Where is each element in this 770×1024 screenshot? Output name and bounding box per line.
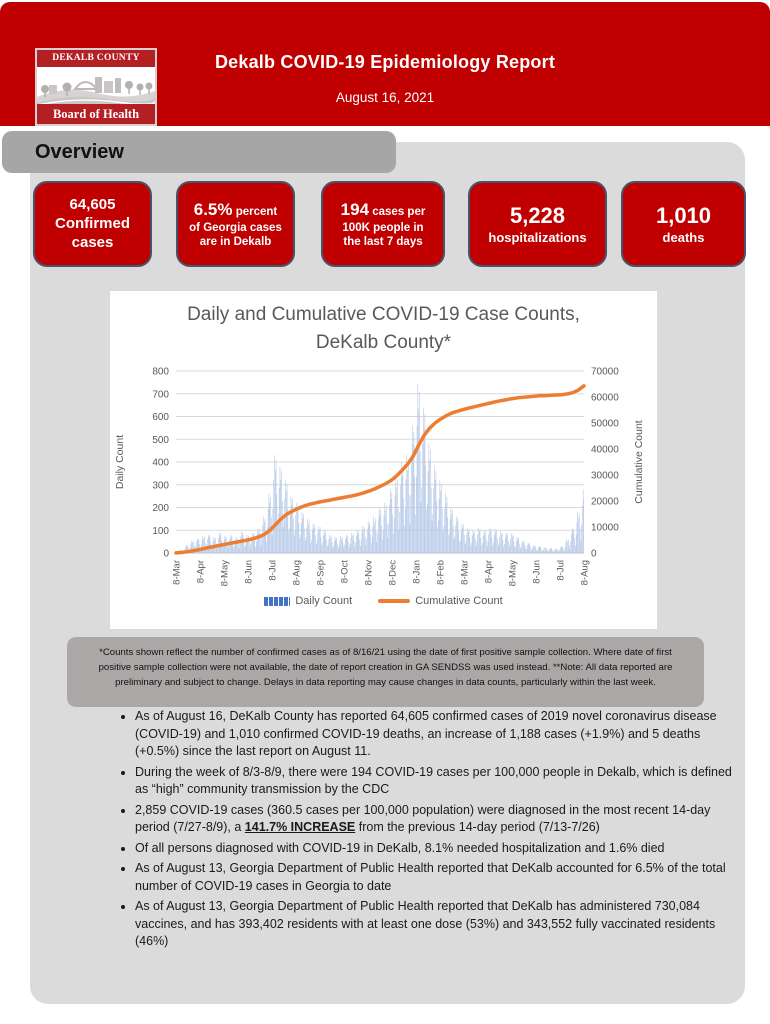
stat-label: Confirmed [55, 215, 130, 233]
cumulative-count-line [174, 384, 586, 555]
report-date: August 16, 2021 [335, 90, 435, 105]
stat-label: cases [71, 234, 114, 251]
report-title: Dekalb COVID-19 Epidemiology Report [214, 52, 556, 72]
stat-value: 6.5% [193, 199, 233, 219]
summary-bullet: As of August 16, DeKalb County has repor… [135, 708, 735, 761]
left-axis-tick: 400 [152, 458, 169, 469]
left-axis-tick: 600 [152, 412, 169, 423]
right-axis-tick: 30000 [591, 471, 619, 482]
daily-count-bars [176, 383, 584, 553]
stat-value: 194 [340, 199, 370, 219]
skyline-icon [37, 67, 155, 104]
overview-section: 64,605 Confirmed cases 6.5% percent of Georg… [30, 142, 746, 1004]
bullet-text: 2,859 COVID-19 cases (360.5 cases per 10… [135, 802, 711, 835]
overview-heading: Overview [2, 131, 396, 173]
stat-value: 1,010 [655, 203, 712, 229]
stat-card: 6.5% percent of Georgia cases are in Dekal… [176, 181, 295, 267]
daily-count-marker-icon [264, 596, 291, 606]
x-axis-tick: 8-May [508, 560, 519, 587]
summary-bullet-list: As of August 16, DeKalb County has repor… [115, 708, 735, 954]
x-axis-tick: 8-Jul [268, 560, 279, 581]
right-axis-tick: 10000 [591, 523, 619, 534]
left-axis-tick: 500 [152, 435, 169, 446]
chart-title: Daily and Cumulative COVID-19 Case Count… [187, 304, 580, 353]
summary-bullet: As of August 13, Georgia Department of P… [135, 860, 735, 895]
left-axis-title: Daily Count [114, 435, 126, 489]
bullet-text: As of August 16, DeKalb County has repor… [135, 709, 717, 758]
x-axis-tick: 8-Sep [316, 560, 327, 585]
dekalb-board-of-health-logo: DEKALB COUNTY Board of Health [35, 48, 157, 126]
right-axis-tick: 50000 [591, 419, 619, 430]
overview-heading-label: Overview [35, 141, 124, 163]
right-axis-tick: 20000 [591, 497, 619, 508]
x-axis-tick: 8-Dec [388, 560, 399, 586]
report-header: DEKALB COUNTY Board of Health Dekalb COV… [0, 2, 770, 126]
left-axis-tick: 200 [152, 503, 169, 514]
right-axis-title: Cumulative Count [633, 420, 645, 504]
x-axis-tick: 8-Jun [244, 560, 255, 584]
right-axis-tick: 0 [591, 549, 597, 560]
x-axis-tick: 8-May [220, 560, 231, 587]
legend-label-daily: Daily Count [295, 595, 353, 607]
stat-label: deaths [662, 229, 705, 245]
stat-label: percent [232, 205, 278, 218]
logo-board-of-health: Board of Health [37, 104, 155, 124]
summary-bullet: 2,859 COVID-19 cases (360.5 cases per 10… [135, 802, 735, 837]
stat-card: 194 cases per 100K people in the last 7 da… [321, 181, 445, 267]
bullet-text: Of all persons diagnosed with COVID-19 i… [135, 840, 665, 855]
bullet-text: As of August 13, Georgia Department of P… [135, 861, 726, 893]
left-axis-tick: 100 [152, 526, 169, 537]
x-axis-tick: 8-Apr [484, 560, 495, 583]
chart-legend: Daily Count Cumulative Count [110, 595, 657, 607]
chart-footnote: *Counts shown reflect the number of conf… [67, 637, 704, 707]
stat-label: 100K people in [342, 221, 424, 234]
stat-value: 64,605 [69, 196, 116, 214]
right-axis-tick: 40000 [591, 445, 619, 456]
bullet-text: from the previous 14-day period (7/13-7/… [355, 820, 600, 834]
bullet-emphasis-text: 141.7% INCREASE [244, 820, 356, 834]
chart-panel: Daily and Cumulative COVID-19 Case Count… [110, 291, 657, 629]
bullet-text: During the week of 8/3-8/9, there were 1… [135, 764, 732, 797]
left-axis-tick: 300 [152, 480, 169, 491]
right-axis-tick: 70000 [591, 367, 619, 378]
x-axis-tick: 8-Jul [556, 560, 567, 581]
left-axis-tick: 0 [163, 549, 169, 560]
stat-card: 5,228 hospitalizations [468, 181, 607, 267]
right-axis-tick: 60000 [591, 393, 619, 404]
left-axis-tick: 700 [152, 389, 169, 400]
summary-bullet: Of all persons diagnosed with COVID-19 i… [135, 840, 735, 858]
x-axis-tick: 8-Aug [580, 560, 591, 585]
stat-label: of Georgia cases [189, 221, 282, 234]
x-axis-tick: 8-Mar [460, 560, 471, 585]
x-axis-tick: 8-Aug [292, 560, 303, 585]
left-axis-tick: 800 [152, 367, 169, 378]
x-axis-tick: 8-Mar [172, 560, 183, 585]
stat-label: hospitalizations [488, 229, 587, 245]
stat-label: are in Dekalb [199, 236, 272, 248]
cumulative-count-marker-icon [378, 599, 411, 603]
logo-county-name: DEKALB COUNTY [37, 50, 155, 67]
stat-label: the last 7 days [343, 236, 423, 248]
x-axis-tick: 8-Nov [364, 560, 375, 586]
daily-cumulative-chart: 0 100 200 300 400 500 600 700 800 0 10000 20000 3000… [114, 367, 645, 587]
stat-card: 1,010 deaths [621, 181, 746, 267]
x-axis-tick: 8-Jan [412, 560, 423, 584]
summary-bullet: As of August 13, Georgia Department of P… [135, 898, 735, 951]
stat-card: 64,605 Confirmed cases [33, 181, 152, 267]
x-axis-tick: 8-Apr [196, 560, 207, 583]
x-axis-tick: 8-Oct [340, 560, 351, 584]
legend-item-cumulative: Cumulative Count [378, 595, 503, 607]
x-axis-tick: 8-Feb [436, 560, 447, 585]
x-axis-tick: 8-Jun [532, 560, 543, 584]
legend-label-cumulative: Cumulative Count [415, 595, 503, 607]
stat-label: cases per [369, 205, 426, 218]
legend-item-daily: Daily Count [264, 595, 352, 607]
summary-bullet: During the week of 8/3-8/9, there were 1… [135, 764, 735, 799]
bullet-text: As of August 13, Georgia Department of P… [135, 899, 716, 948]
stat-value: 5,228 [509, 203, 566, 229]
